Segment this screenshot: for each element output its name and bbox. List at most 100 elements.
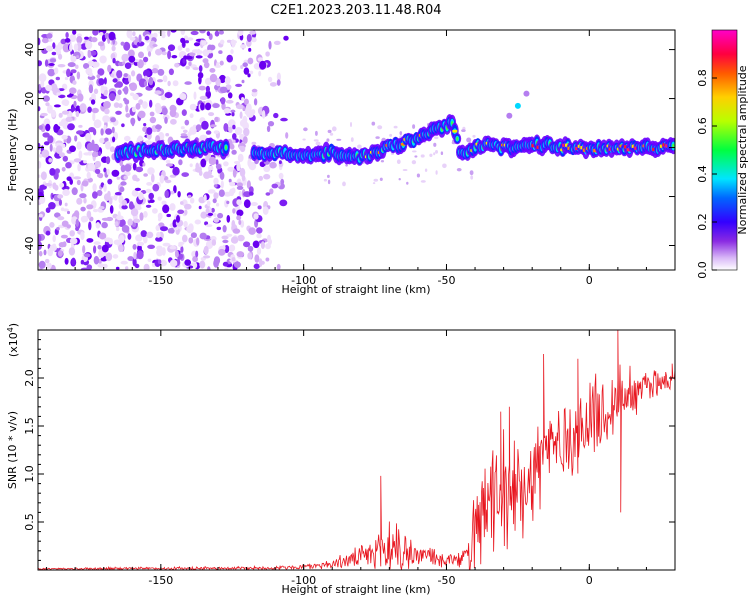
noise-blob [269,82,277,87]
noise-blob [240,44,247,49]
noise-blob [217,212,224,219]
noise-blob [226,39,232,43]
noise-blob [435,170,438,175]
ridge-peak [452,129,458,133]
noise-blob [118,244,124,253]
noise-blob [178,159,183,166]
noise-blob [239,145,246,153]
noise-blob [181,172,189,178]
noise-blob [161,32,166,39]
noise-blob [64,202,68,207]
noise-blob [205,102,212,111]
noise-blob [71,187,78,196]
noise-blob [69,230,75,237]
noise-blob [127,218,133,226]
noise-blob [207,165,214,171]
top-x-axis-label: Height of straight line (km) [281,283,430,296]
noise-blob [157,196,162,201]
noise-blob [74,135,78,142]
noise-blob [92,30,99,36]
noise-blob [329,132,334,136]
noise-blob [327,174,330,178]
noise-blob [233,261,241,269]
noise-blob [461,129,466,133]
noise-blob [165,179,172,184]
noise-blob [64,38,71,43]
noise-blob [204,77,212,85]
noise-blob [252,240,260,249]
noise-blob [242,62,248,67]
noise-blob [44,258,50,264]
noise-blob [203,245,209,255]
noise-blob [110,117,116,123]
x-tick-label: -100 [291,274,316,287]
noise-blob [186,37,194,41]
noise-blob [182,58,186,64]
noise-blob [62,208,69,212]
noise-blob [143,173,148,177]
noise-blob [145,204,152,208]
noise-blob [137,244,142,252]
y-tick-label: 40 [23,43,36,57]
noise-blob [172,166,180,176]
noise-blob [424,168,428,172]
noise-blob [73,100,77,108]
noise-blob [198,75,202,85]
noise-blob [198,85,206,91]
noise-blob [412,124,416,129]
noise-blob [107,178,113,185]
noise-blob [91,93,96,100]
noise-blob [97,41,105,47]
ridge-cell [456,136,459,141]
colorbar-gradient [711,29,738,271]
noise-blob [78,150,83,159]
noise-blob [273,40,281,46]
noise-blob [373,178,379,182]
noise-blob [89,50,97,56]
noise-blob [180,133,187,137]
y-scale-factor: (x104) [6,323,20,357]
noise-blob [207,170,212,176]
noise-blob [81,180,89,187]
noise-blob [243,241,251,248]
noise-blob [147,167,155,175]
noise-blob [101,221,108,229]
noise-blob [259,60,267,70]
noise-blob [61,167,66,172]
noise-blob [38,73,47,83]
noise-blob [414,155,418,158]
noise-blob [236,215,242,221]
x-tick-label: -50 [437,274,455,287]
noise-blob [126,30,133,39]
noise-blob [251,141,257,145]
noise-blob [276,79,281,86]
noise-blob [167,228,173,234]
noise-blob [230,49,234,55]
noise-blob [90,37,98,43]
noise-blob [59,182,65,188]
noise-blob [323,178,327,182]
noise-blob [45,45,54,52]
noise-blob [155,48,163,56]
noise-blob [380,160,384,163]
noise-blob [100,182,105,188]
noise-blob [38,213,43,218]
noise-blob [50,83,58,92]
noise-blob [138,99,144,105]
colorbar-label: Normalized spectral amplitude [736,65,749,234]
x-tick-label: 0 [586,574,593,587]
secondary-streak-cell [523,90,530,97]
noise-blob [87,162,96,172]
noise-blob [140,230,147,238]
noise-blob [237,234,245,242]
noise-blob [169,259,178,268]
noise-blob [77,93,84,102]
noise-blob [213,213,217,217]
noise-blob [58,53,63,60]
noise-blob [180,30,186,35]
noise-blob [148,192,154,200]
noise-blob [69,43,73,52]
noise-blob [243,127,250,137]
noise-blob [123,97,127,102]
noise-blob [66,68,71,78]
